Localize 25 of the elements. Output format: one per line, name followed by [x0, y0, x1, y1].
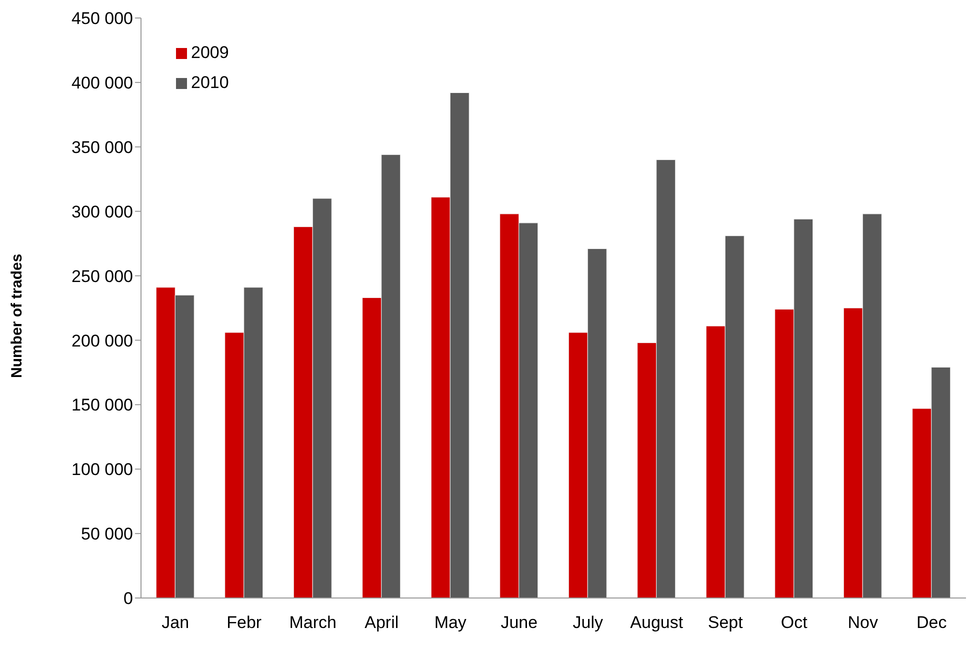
x-tick-label: August [630, 613, 684, 632]
legend-label: 2010 [191, 73, 229, 92]
y-tick-label: 150 000 [72, 396, 133, 415]
x-tick-label: Nov [848, 613, 878, 632]
x-tick-label: Febr [226, 613, 262, 632]
y-tick-label: 100 000 [72, 460, 133, 480]
x-tick-label: Dec [916, 613, 948, 632]
legend-label: 2009 [191, 43, 229, 62]
y-tick-label: 400 000 [72, 73, 133, 92]
x-tick-label: April [364, 613, 399, 632]
x-tick-label: March [289, 613, 336, 632]
x-tick-label: Oct [780, 613, 808, 632]
y-tick-label: 200 000 [72, 331, 133, 350]
x-tick-label: Sept [708, 613, 744, 632]
x-tick-label: Jan [162, 613, 190, 632]
x-tick-label: May [434, 613, 467, 632]
y-tick-label: 250 000 [72, 266, 133, 286]
x-tick-label: July [572, 613, 604, 632]
y-tick-label: 50 000 [81, 524, 133, 544]
y-tick-label: 0 [124, 589, 133, 608]
y-axis-title: Number of trades [8, 254, 26, 378]
x-tick-label: June [500, 613, 538, 632]
y-tick-label: 450 000 [72, 9, 133, 28]
y-tick-label: 350 000 [72, 138, 133, 157]
y-tick-label: 300 000 [72, 202, 133, 222]
